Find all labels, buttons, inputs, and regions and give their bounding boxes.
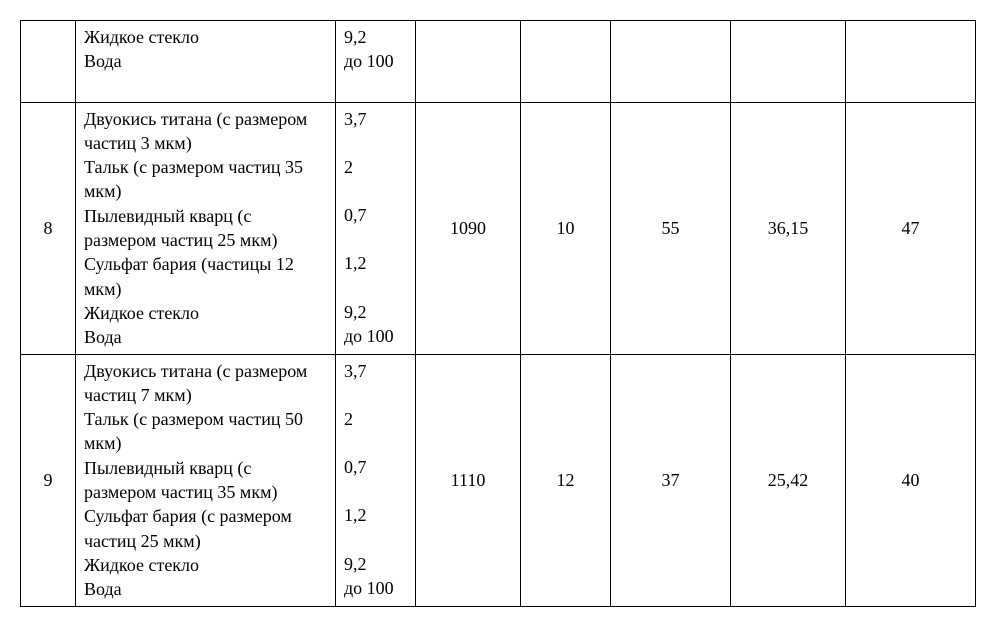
- spacer: [344, 74, 407, 98]
- data-cell: [521, 21, 611, 103]
- components-cell: Двуокись титана (с размером частиц 7 мкм…: [76, 354, 336, 606]
- component-value: до 100: [344, 576, 407, 600]
- cell-value: 1090: [450, 218, 486, 238]
- component-name: Жидкое стекло: [84, 301, 327, 325]
- data-cell: 36,15: [731, 102, 846, 354]
- component-name: Вода: [84, 325, 327, 349]
- row-id-cell: 9: [21, 354, 76, 606]
- cell-value: 10: [557, 218, 575, 238]
- component-name: Сульфат бария (частицы 12 мкм): [84, 252, 327, 301]
- spacer: [344, 383, 407, 407]
- spacer: [344, 528, 407, 552]
- spacer: [344, 131, 407, 155]
- component-value: 0,7: [344, 203, 407, 227]
- table-row: 9 Двуокись титана (с размером частиц 7 м…: [21, 354, 976, 606]
- component-value: 0,7: [344, 455, 407, 479]
- component-value: 3,7: [344, 107, 407, 131]
- data-cell: 12: [521, 354, 611, 606]
- cell-value: 12: [557, 470, 575, 490]
- spacer: [344, 479, 407, 503]
- spacer: [344, 276, 407, 300]
- cell-value: 40: [902, 470, 920, 490]
- data-cell: [846, 21, 976, 103]
- cell-value: 36,15: [768, 218, 809, 238]
- cell-value: 47: [902, 218, 920, 238]
- cell-value: 55: [662, 218, 680, 238]
- data-cell: 37: [611, 354, 731, 606]
- materials-table: Жидкое стекло Вода 9,2 до 100 8 Двуокись…: [20, 20, 976, 607]
- component-name: Двуокись титана (с размером частиц 3 мкм…: [84, 107, 327, 156]
- component-value: до 100: [344, 324, 407, 348]
- cell-value: 1110: [451, 470, 486, 490]
- spacer: [84, 74, 327, 98]
- spacer: [344, 179, 407, 203]
- data-cell: 47: [846, 102, 976, 354]
- components-cell: Жидкое стекло Вода: [76, 21, 336, 103]
- component-value: 2: [344, 155, 407, 179]
- values-cell: 3,7 2 0,7 1,2 9,2 до 100: [336, 102, 416, 354]
- cell-value: 25,42: [768, 470, 809, 490]
- table-row: 8 Двуокись титана (с размером частиц 3 м…: [21, 102, 976, 354]
- components-cell: Двуокись титана (с размером частиц 3 мкм…: [76, 102, 336, 354]
- row-id-cell: 8: [21, 102, 76, 354]
- component-value: 9,2: [344, 25, 407, 49]
- component-value: 2: [344, 407, 407, 431]
- values-cell: 9,2 до 100: [336, 21, 416, 103]
- component-value: 9,2: [344, 552, 407, 576]
- component-value: 9,2: [344, 300, 407, 324]
- data-cell: [611, 21, 731, 103]
- cell-value: 37: [662, 470, 680, 490]
- component-value: до 100: [344, 49, 407, 73]
- component-name: Вода: [84, 49, 327, 73]
- row-id-cell: [21, 21, 76, 103]
- component-name: Тальк (с размером частиц 50 мкм): [84, 407, 327, 456]
- data-cell: 1110: [416, 354, 521, 606]
- component-name: Двуокись титана (с размером частиц 7 мкм…: [84, 359, 327, 408]
- component-name: Пылевидный кварц (с размером частиц 35 м…: [84, 456, 327, 505]
- component-name: Вода: [84, 577, 327, 601]
- data-cell: 25,42: [731, 354, 846, 606]
- data-cell: [731, 21, 846, 103]
- row-id: 9: [44, 470, 53, 490]
- component-name: Пылевидный кварц (с размером частиц 25 м…: [84, 204, 327, 253]
- spacer: [344, 227, 407, 251]
- component-name: Сульфат бария (с размером частиц 25 мкм): [84, 504, 327, 553]
- component-name: Жидкое стекло: [84, 553, 327, 577]
- component-value: 1,2: [344, 251, 407, 275]
- data-cell: 1090: [416, 102, 521, 354]
- values-cell: 3,7 2 0,7 1,2 9,2 до 100: [336, 354, 416, 606]
- data-cell: [416, 21, 521, 103]
- data-cell: 40: [846, 354, 976, 606]
- component-value: 1,2: [344, 503, 407, 527]
- component-name: Тальк (с размером частиц 35 мкм): [84, 155, 327, 204]
- component-value: 3,7: [344, 359, 407, 383]
- data-cell: 55: [611, 102, 731, 354]
- table-body: Жидкое стекло Вода 9,2 до 100 8 Двуокись…: [21, 21, 976, 607]
- data-cell: 10: [521, 102, 611, 354]
- row-id: 8: [44, 218, 53, 238]
- component-name: Жидкое стекло: [84, 25, 327, 49]
- table-row: Жидкое стекло Вода 9,2 до 100: [21, 21, 976, 103]
- spacer: [344, 431, 407, 455]
